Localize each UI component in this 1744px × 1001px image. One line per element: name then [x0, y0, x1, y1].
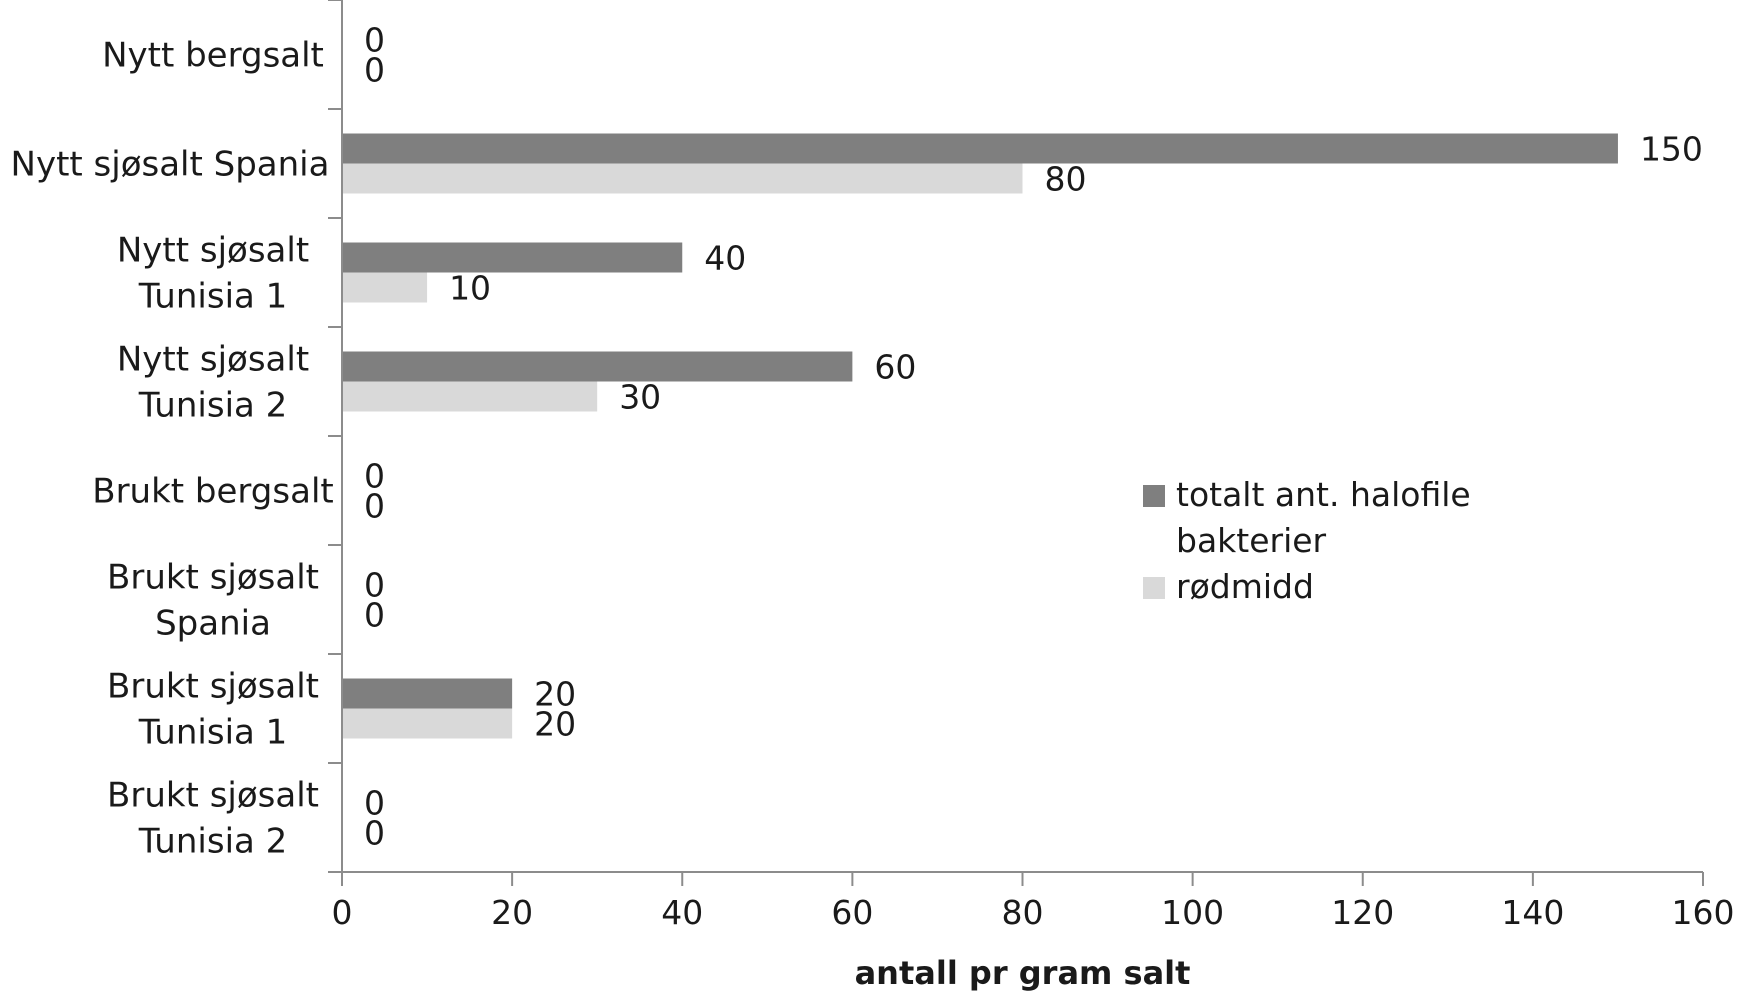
category-label: Brukt sjøsalt Tunisia 1	[107, 667, 319, 753]
x-axis-title: antall pr gram salt	[855, 954, 1191, 992]
data-label: 20	[534, 675, 576, 714]
data-label: 20	[534, 705, 576, 744]
category-label: Nytt bergsalt	[102, 36, 324, 76]
bar	[342, 381, 598, 412]
legend: totalt ant. halofile bakterier rødmidd	[1143, 475, 1471, 606]
bar	[342, 163, 1023, 194]
data-label: 60	[874, 348, 916, 387]
data-label: 40	[704, 239, 746, 278]
x-tick-label: 60	[831, 893, 873, 932]
x-tick-label: 140	[1501, 893, 1564, 932]
data-label: 80	[1045, 160, 1087, 199]
data-label: 0	[364, 596, 385, 635]
category-label: Brukt sjøsalt Spania	[107, 558, 319, 644]
data-label: 30	[619, 378, 661, 417]
data-label: 0	[364, 21, 385, 60]
data-label: 0	[364, 784, 385, 823]
x-tick-label: 40	[661, 893, 703, 932]
bar	[342, 708, 513, 739]
category-label: Nytt sjøsalt Tunisia 1	[117, 231, 309, 317]
data-label: 0	[364, 814, 385, 853]
category-label: Nytt sjøsalt Tunisia 2	[117, 340, 309, 426]
legend-label: rødmidd	[1176, 567, 1314, 606]
category-label: Brukt sjøsalt Tunisia 2	[107, 776, 319, 862]
legend-swatch	[1143, 577, 1165, 599]
legend-swatch	[1143, 485, 1165, 507]
bar	[342, 133, 1618, 164]
axes-layer: Nytt bergsalt Nytt sjøsalt Spania Nytt sjø…	[11, 0, 1735, 932]
bar	[342, 351, 853, 382]
category-label: Nytt sjøsalt Spania	[11, 145, 330, 185]
x-tick-label: 80	[1002, 893, 1044, 932]
bar	[342, 678, 513, 709]
data-label: 10	[449, 269, 491, 308]
bar	[342, 242, 683, 273]
x-tick-label: 0	[332, 893, 353, 932]
data-label: 150	[1640, 130, 1703, 169]
bars-layer	[342, 133, 1618, 739]
category-label: Brukt bergsalt	[92, 472, 333, 512]
x-tick-label: 20	[491, 893, 533, 932]
x-tick-label: 100	[1161, 893, 1224, 932]
x-tick-label: 160	[1672, 893, 1735, 932]
data-label: 0	[364, 566, 385, 605]
x-tick-label: 120	[1331, 893, 1394, 932]
data-label: 0	[364, 487, 385, 526]
data-label: 0	[364, 51, 385, 90]
bar	[342, 272, 428, 303]
data-label: 0	[364, 457, 385, 496]
legend-label: totalt ant. halofile bakterier	[1176, 475, 1471, 560]
